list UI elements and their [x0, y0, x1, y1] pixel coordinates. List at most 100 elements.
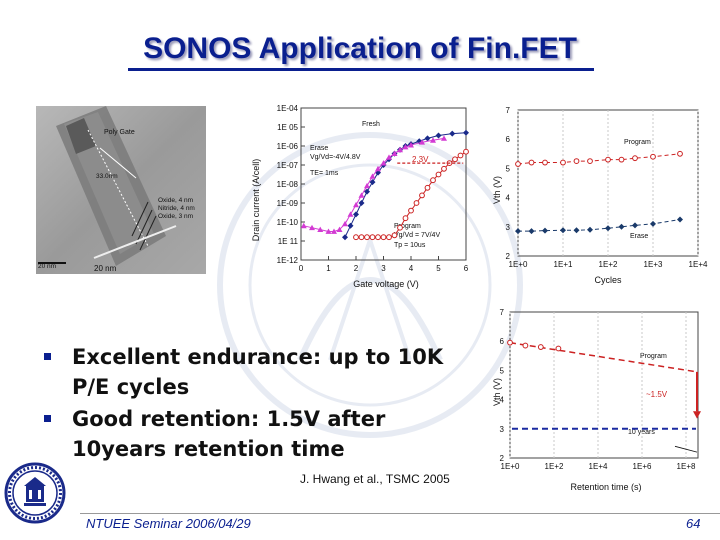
retention-y-tick-label: 4	[500, 396, 505, 405]
idvg-data-point	[358, 234, 365, 241]
idvg-x-tick-label: 5	[436, 264, 441, 273]
tem-label-poly-gate: Poly Gate	[104, 129, 135, 136]
idvg-data-point	[386, 154, 392, 160]
idvg-annotation-erase-time: TE= 1ms	[310, 170, 339, 177]
endurance-data-point	[515, 161, 521, 167]
idvg-annotation-program-time: Tp = 10us	[394, 242, 426, 249]
endurance-legend-program: Program	[624, 139, 651, 146]
endurance-data-point	[650, 153, 656, 160]
idvg-annotation-program-condition: Vg/Vd = 7V/4V	[394, 232, 440, 239]
idvg-data-point	[309, 224, 315, 231]
endurance-data-point	[632, 222, 638, 229]
idvg-data-point	[430, 177, 436, 184]
idvg-data-point	[441, 165, 447, 172]
bullet-text-retention: Good retention: 1.5V after 10years reten…	[72, 407, 386, 461]
idvg-data-point	[369, 173, 376, 179]
idvg-y-tick-label: 1E 05	[277, 123, 298, 132]
idvg-data-point	[402, 215, 409, 222]
idvg-annotation-erase: Erase	[310, 145, 328, 152]
bullet-square-icon	[44, 353, 51, 360]
endurance-data-point	[560, 159, 566, 166]
idvg-y-tick-label: 1E-06	[277, 142, 299, 151]
endurance-data-point	[560, 227, 566, 234]
idvg-data-point	[342, 220, 348, 227]
idvg-x-tick-label: 0	[299, 264, 304, 273]
page-number: 64	[686, 516, 701, 531]
idvg-data-point	[364, 188, 370, 195]
retention-x-tick-label: 1E+8	[677, 462, 696, 471]
retention-x-tick-label: 1E+0	[501, 462, 520, 471]
idvg-x-tick-label: 1	[326, 264, 331, 273]
idvg-data-point	[317, 226, 324, 232]
idvg-data-point	[435, 171, 442, 178]
endurance-data-point	[677, 216, 683, 223]
slide-title: SONOS Application of Fin.FET	[143, 32, 577, 65]
idvg-data-point	[391, 150, 398, 156]
idvg-annotation-program: Program	[394, 223, 421, 230]
footer-seminar-label: NTUEE Seminar 2006/04/29	[86, 516, 251, 531]
endurance-data-point	[650, 220, 656, 227]
tem-label-oxide-bottom: Oxide, 3 nm	[158, 213, 193, 220]
idvg-y-tick-label: 1E-07	[277, 161, 299, 170]
endurance-data-point	[542, 227, 548, 234]
idvg-data-point	[353, 201, 359, 208]
idvg-data-point	[463, 129, 469, 136]
idvg-data-point	[358, 192, 365, 198]
idvg-annotation-fresh: Fresh	[362, 121, 380, 128]
university-seal-logo	[4, 462, 66, 524]
idvg-data-point	[408, 207, 414, 214]
idvg-data-point	[449, 130, 456, 137]
endurance-data-point	[528, 159, 535, 166]
idvg-data-point	[380, 160, 387, 166]
idvg-data-point	[430, 137, 436, 143]
idvg-series-line	[303, 137, 445, 232]
idvg-ylabel: Drain current (A/cell)	[251, 159, 261, 242]
endurance-data-point	[573, 158, 580, 164]
idvg-data-point	[380, 234, 387, 241]
idvg-data-point	[424, 135, 431, 142]
footer-divider	[80, 513, 720, 514]
id-vg-chart: Drain current (A/cell) Gate voltage (V) …	[251, 104, 469, 289]
retention-y-tick-label: 3	[500, 425, 505, 434]
endurance-data-point	[677, 150, 683, 157]
endurance-xlabel: Cycles	[594, 275, 622, 285]
endurance-x-tick-label: 1E+2	[599, 260, 618, 269]
retention-y-tick-label: 7	[500, 308, 505, 317]
idvg-y-tick-label: 1E-10	[277, 218, 299, 227]
endurance-x-tick-label: 1E+0	[509, 260, 528, 269]
endurance-data-point	[587, 158, 593, 164]
idvg-data-point	[386, 234, 392, 241]
tem-scale-label-right: 20 nm	[94, 264, 117, 273]
retention-ten-years-pointer	[674, 445, 698, 453]
idvg-data-point	[391, 232, 398, 239]
idvg-data-point	[364, 234, 370, 241]
idvg-data-point	[413, 200, 420, 206]
idvg-y-tick-label: 1E-04	[277, 104, 299, 113]
tem-scale-label-left: 20 nm	[38, 263, 56, 270]
retention-ylabel: Vth (V)	[492, 378, 502, 406]
idvg-xlabel: Gate voltage (V)	[353, 279, 419, 289]
tem-label-nitride: Nitride, 4 nm	[158, 205, 195, 212]
retention-x-tick-label: 1E+4	[589, 462, 608, 471]
tem-cross-section-image: Poly Gate 33.0nm Oxide, 4 nm Nitride, 4 …	[36, 106, 206, 274]
retention-annotation-shift: ~1.5V	[646, 390, 668, 399]
endurance-x-tick-label: 1E+3	[644, 260, 663, 269]
idvg-data-point	[364, 182, 370, 189]
idvg-data-point	[452, 156, 458, 163]
bullet-list: Excellent endurance: up to 10K P/E cycle…	[44, 342, 444, 466]
idvg-data-point	[419, 192, 425, 199]
idvg-data-point	[331, 228, 337, 234]
idvg-data-point	[358, 200, 365, 206]
retention-y-tick-label: 6	[500, 337, 505, 346]
idvg-data-point	[353, 234, 359, 241]
endurance-y-tick-label: 4	[506, 194, 511, 203]
retention-data-point	[507, 339, 513, 346]
endurance-y-tick-label: 2	[506, 252, 511, 261]
citation: J. Hwang et al., TSMC 2005	[300, 472, 450, 486]
retention-xlabel: Retention time (s)	[570, 482, 641, 492]
idvg-data-point	[336, 226, 343, 232]
retention-y-tick-label: 2	[500, 454, 505, 463]
idvg-x-tick-label: 3	[381, 264, 386, 273]
endurance-data-point	[587, 226, 593, 233]
idvg-data-point	[342, 234, 348, 241]
